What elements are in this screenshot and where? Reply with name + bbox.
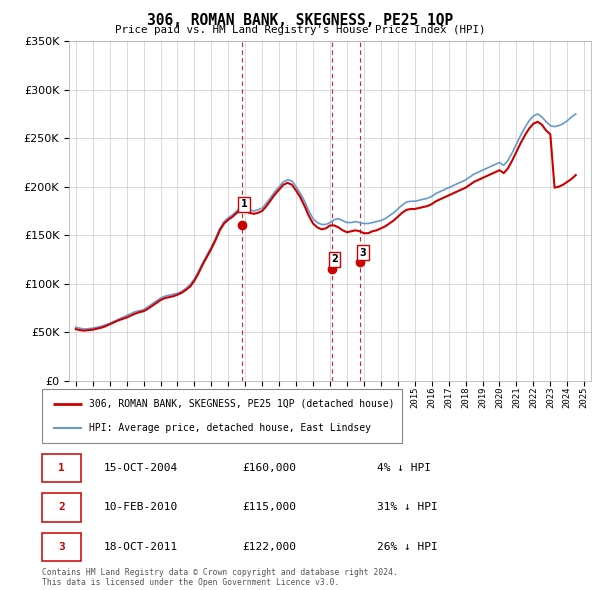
Text: 18-OCT-2011: 18-OCT-2011 <box>104 542 178 552</box>
Text: 306, ROMAN BANK, SKEGNESS, PE25 1QP: 306, ROMAN BANK, SKEGNESS, PE25 1QP <box>147 13 453 28</box>
Text: 4% ↓ HPI: 4% ↓ HPI <box>377 463 431 473</box>
Text: 31% ↓ HPI: 31% ↓ HPI <box>377 503 437 512</box>
FancyBboxPatch shape <box>42 454 81 482</box>
Text: 10-FEB-2010: 10-FEB-2010 <box>104 503 178 512</box>
Text: 2: 2 <box>331 254 338 264</box>
Text: £115,000: £115,000 <box>242 503 296 512</box>
FancyBboxPatch shape <box>42 389 402 442</box>
Text: 2: 2 <box>58 503 65 512</box>
Text: £122,000: £122,000 <box>242 542 296 552</box>
FancyBboxPatch shape <box>42 493 81 522</box>
Text: 306, ROMAN BANK, SKEGNESS, PE25 1QP (detached house): 306, ROMAN BANK, SKEGNESS, PE25 1QP (det… <box>89 399 394 409</box>
Text: 26% ↓ HPI: 26% ↓ HPI <box>377 542 437 552</box>
Text: 1: 1 <box>58 463 65 473</box>
FancyBboxPatch shape <box>42 533 81 561</box>
Text: 1: 1 <box>241 199 248 209</box>
Text: Contains HM Land Registry data © Crown copyright and database right 2024.
This d: Contains HM Land Registry data © Crown c… <box>42 568 398 587</box>
Text: 3: 3 <box>359 248 366 258</box>
Text: Price paid vs. HM Land Registry's House Price Index (HPI): Price paid vs. HM Land Registry's House … <box>115 25 485 35</box>
Text: 3: 3 <box>58 542 65 552</box>
Text: HPI: Average price, detached house, East Lindsey: HPI: Average price, detached house, East… <box>89 423 371 433</box>
Text: £160,000: £160,000 <box>242 463 296 473</box>
Text: 15-OCT-2004: 15-OCT-2004 <box>104 463 178 473</box>
